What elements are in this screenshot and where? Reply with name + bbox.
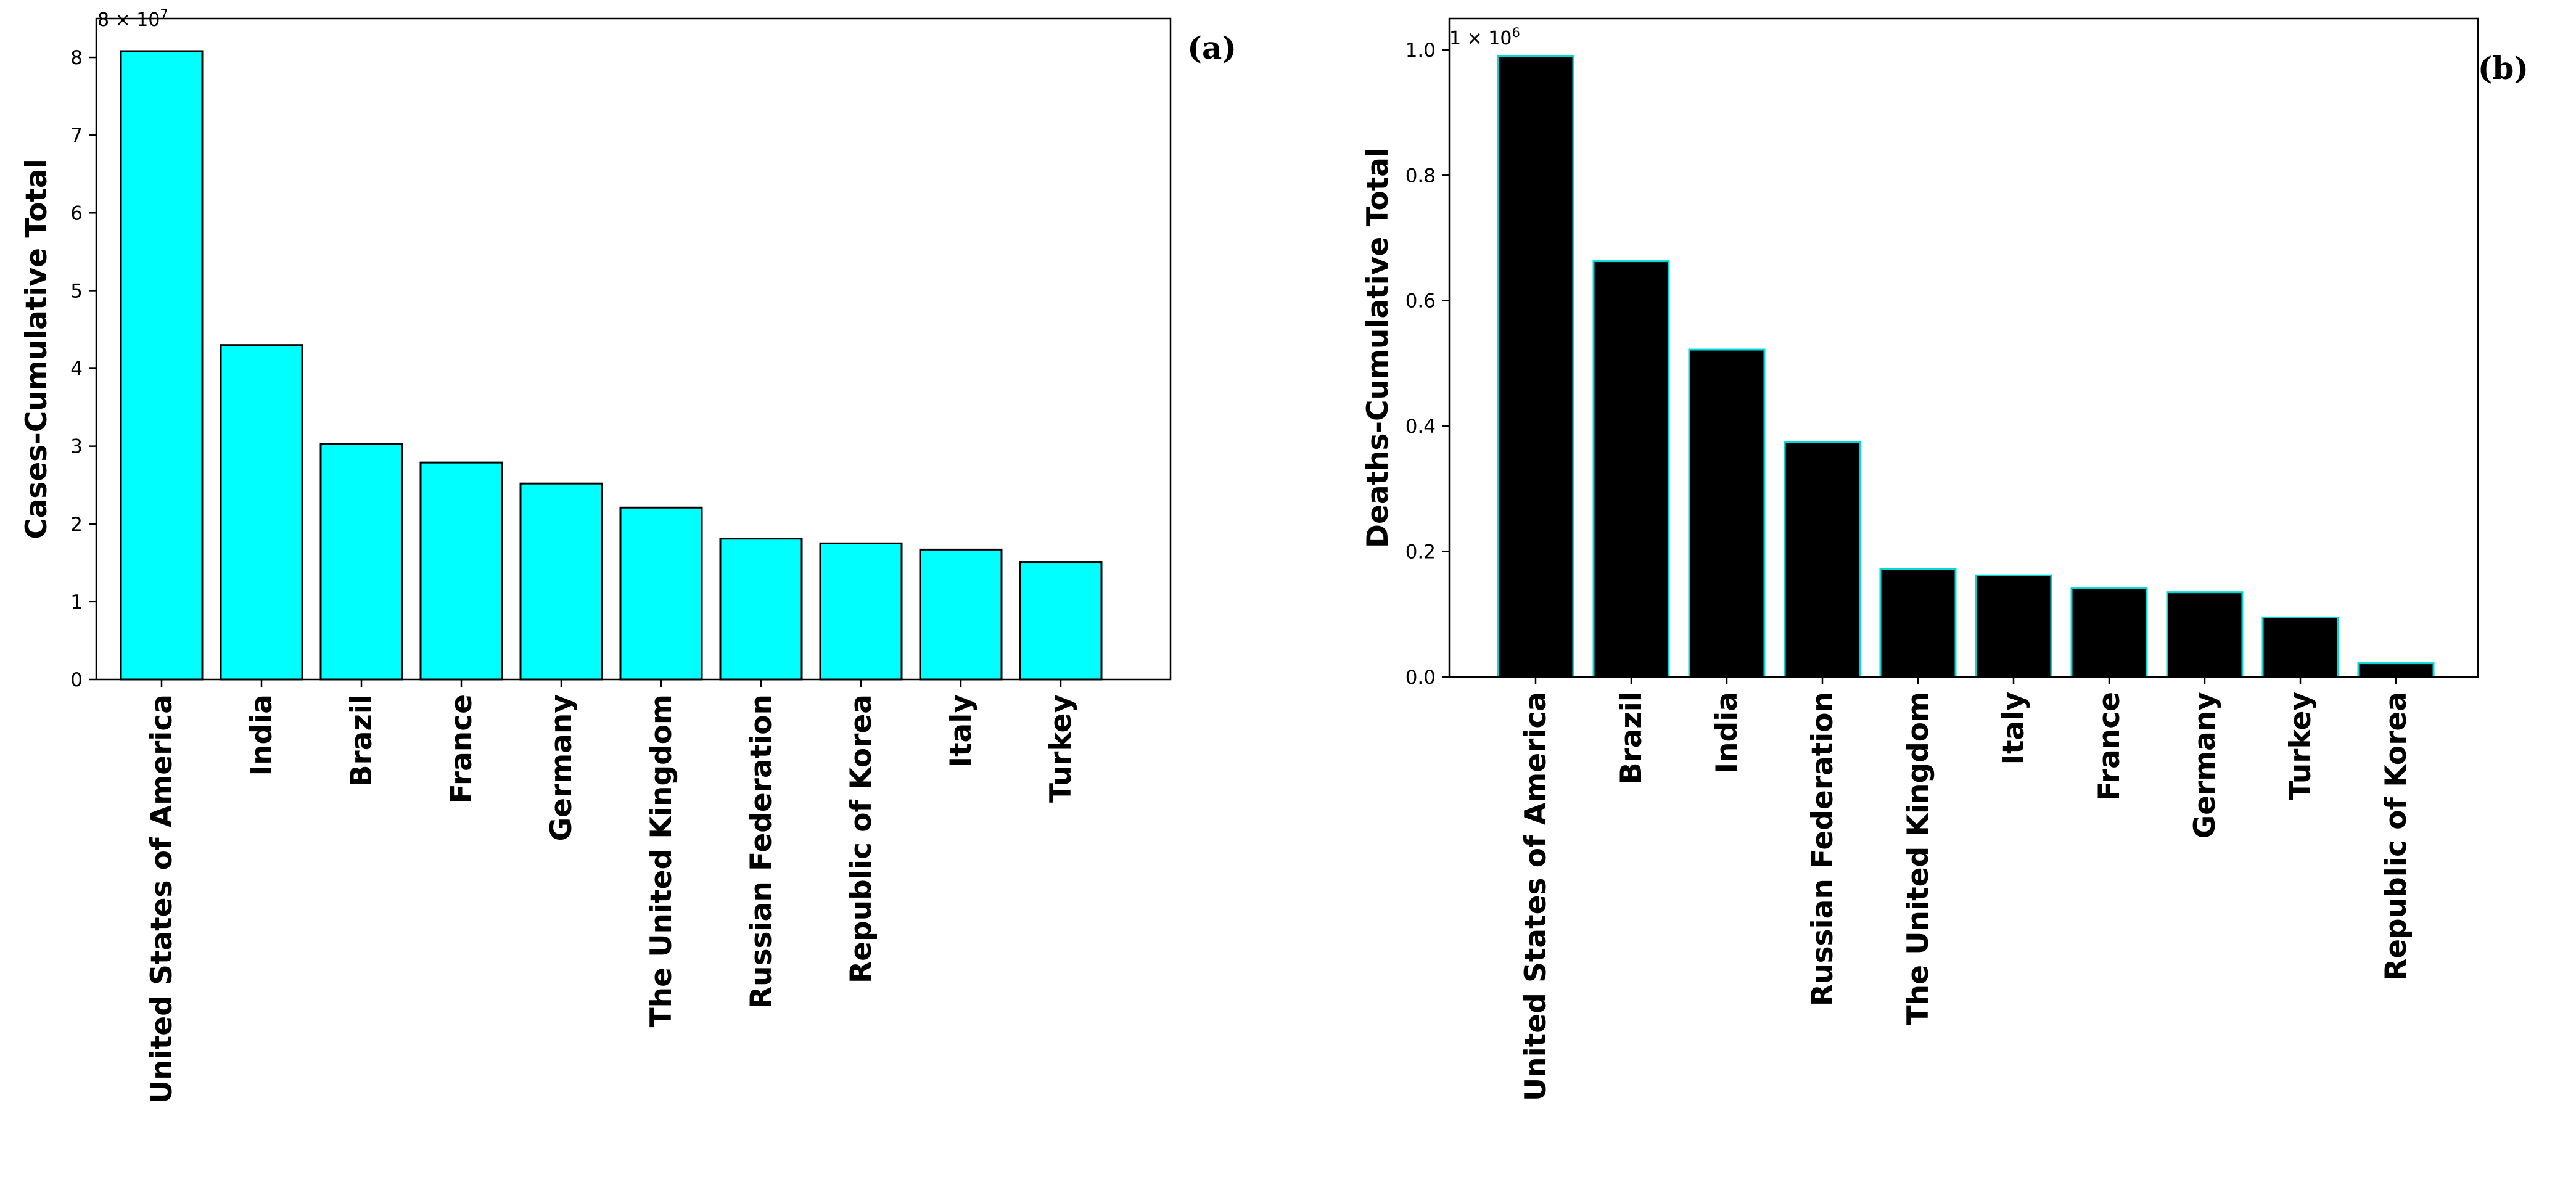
scale-note-exponent: 6 (1512, 25, 1520, 40)
y-tick-label: 0.8 (1405, 165, 1436, 187)
y-tick-label: 1.0 (1405, 39, 1436, 62)
axes-frame (95, 17, 1172, 681)
y-tick-label: 3 (70, 436, 83, 458)
bar-7 (2166, 591, 2244, 678)
y-tick-label: 0 (70, 669, 83, 691)
x-tick-label: United States of America (145, 694, 179, 1104)
y-axis-label: Deaths-Cumulative Total (1361, 147, 1395, 548)
y-tick-label: 4 (70, 358, 83, 380)
y-tick-label: 0.4 (1405, 416, 1436, 438)
x-tick-label: Turkey (1044, 694, 1078, 803)
bar-7 (819, 542, 903, 681)
bar-6 (2070, 587, 2148, 678)
bar-9 (1019, 561, 1103, 681)
bar-1 (1592, 260, 1670, 678)
x-tick-label: Germany (545, 694, 578, 841)
bar-4 (519, 482, 603, 681)
scale-note: 8 × 107 (97, 7, 168, 31)
axes-frame (1448, 17, 2479, 678)
bar-8 (919, 548, 1003, 681)
bar-2 (319, 443, 403, 681)
scale-note-base: 1 × 10 (1449, 28, 1512, 49)
bar-1 (220, 344, 303, 681)
x-tick-label: India (245, 694, 279, 776)
panel-label: (a) (1187, 30, 1237, 66)
scale-note-exponent: 7 (160, 7, 168, 22)
bar-3 (1784, 441, 1861, 678)
panel-a-cases-chart: 0 1 2 3 4 5 6 7 8 United States of America India Br… (20, 7, 1237, 1104)
x-tick-label: France (445, 694, 479, 803)
x-tick-label: The United Kingdom (644, 694, 678, 1027)
x-tick-label: United States of America (1519, 692, 1553, 1101)
bar-9 (2357, 662, 2435, 678)
bar-0 (1497, 55, 1574, 678)
scale-note: 1 × 106 (1449, 25, 1520, 49)
x-tick-label: Italy (1997, 692, 2031, 765)
y-axis-label: Cases-Cumulative Total (20, 158, 54, 539)
bar-2 (1688, 348, 1766, 678)
x-tick-label: France (2092, 692, 2126, 801)
y-tick-label: 6 (70, 202, 83, 224)
x-tick-label: Russian Federation (1806, 692, 1840, 1006)
bar-4 (1879, 568, 1957, 678)
y-tick-label: 1 (70, 591, 83, 613)
bar-6 (719, 538, 803, 681)
bar-5 (1975, 574, 2052, 678)
x-tick-label: Turkey (2284, 692, 2318, 800)
y-tick-label: 2 (70, 514, 83, 536)
bar-8 (2261, 616, 2339, 678)
y-tick-label: 7 (70, 125, 83, 147)
y-tick-label: 8 (70, 47, 83, 69)
bar-3 (419, 461, 503, 681)
panel-label: (b) (2478, 50, 2529, 86)
x-tick-label: Germany (2188, 692, 2222, 839)
panel-b-deaths-chart: 0.0 0.2 0.4 0.6 0.8 1.0 United States of Ameri… (1361, 17, 2529, 1101)
x-tick-label: Brazil (1615, 692, 1648, 784)
x-tick-label: The United Kingdom (1901, 692, 1935, 1025)
y-tick-label: 5 (70, 280, 83, 302)
bar-5 (619, 506, 703, 681)
x-tick-label: Brazil (345, 694, 379, 787)
bar-0 (120, 50, 204, 681)
x-tick-label: Republic of Korea (2379, 692, 2413, 981)
x-tick-label: India (1710, 692, 1744, 773)
x-tick-label: Republic of Korea (844, 694, 878, 983)
scale-note-base: 8 × 10 (97, 9, 160, 31)
y-tick-label: 0.2 (1405, 541, 1436, 564)
y-tick-label: 0.6 (1405, 290, 1436, 313)
x-tick-label: Italy (944, 694, 978, 767)
y-tick-label: 0.0 (1405, 666, 1436, 689)
x-tick-label: Russian Federation (744, 694, 778, 1009)
